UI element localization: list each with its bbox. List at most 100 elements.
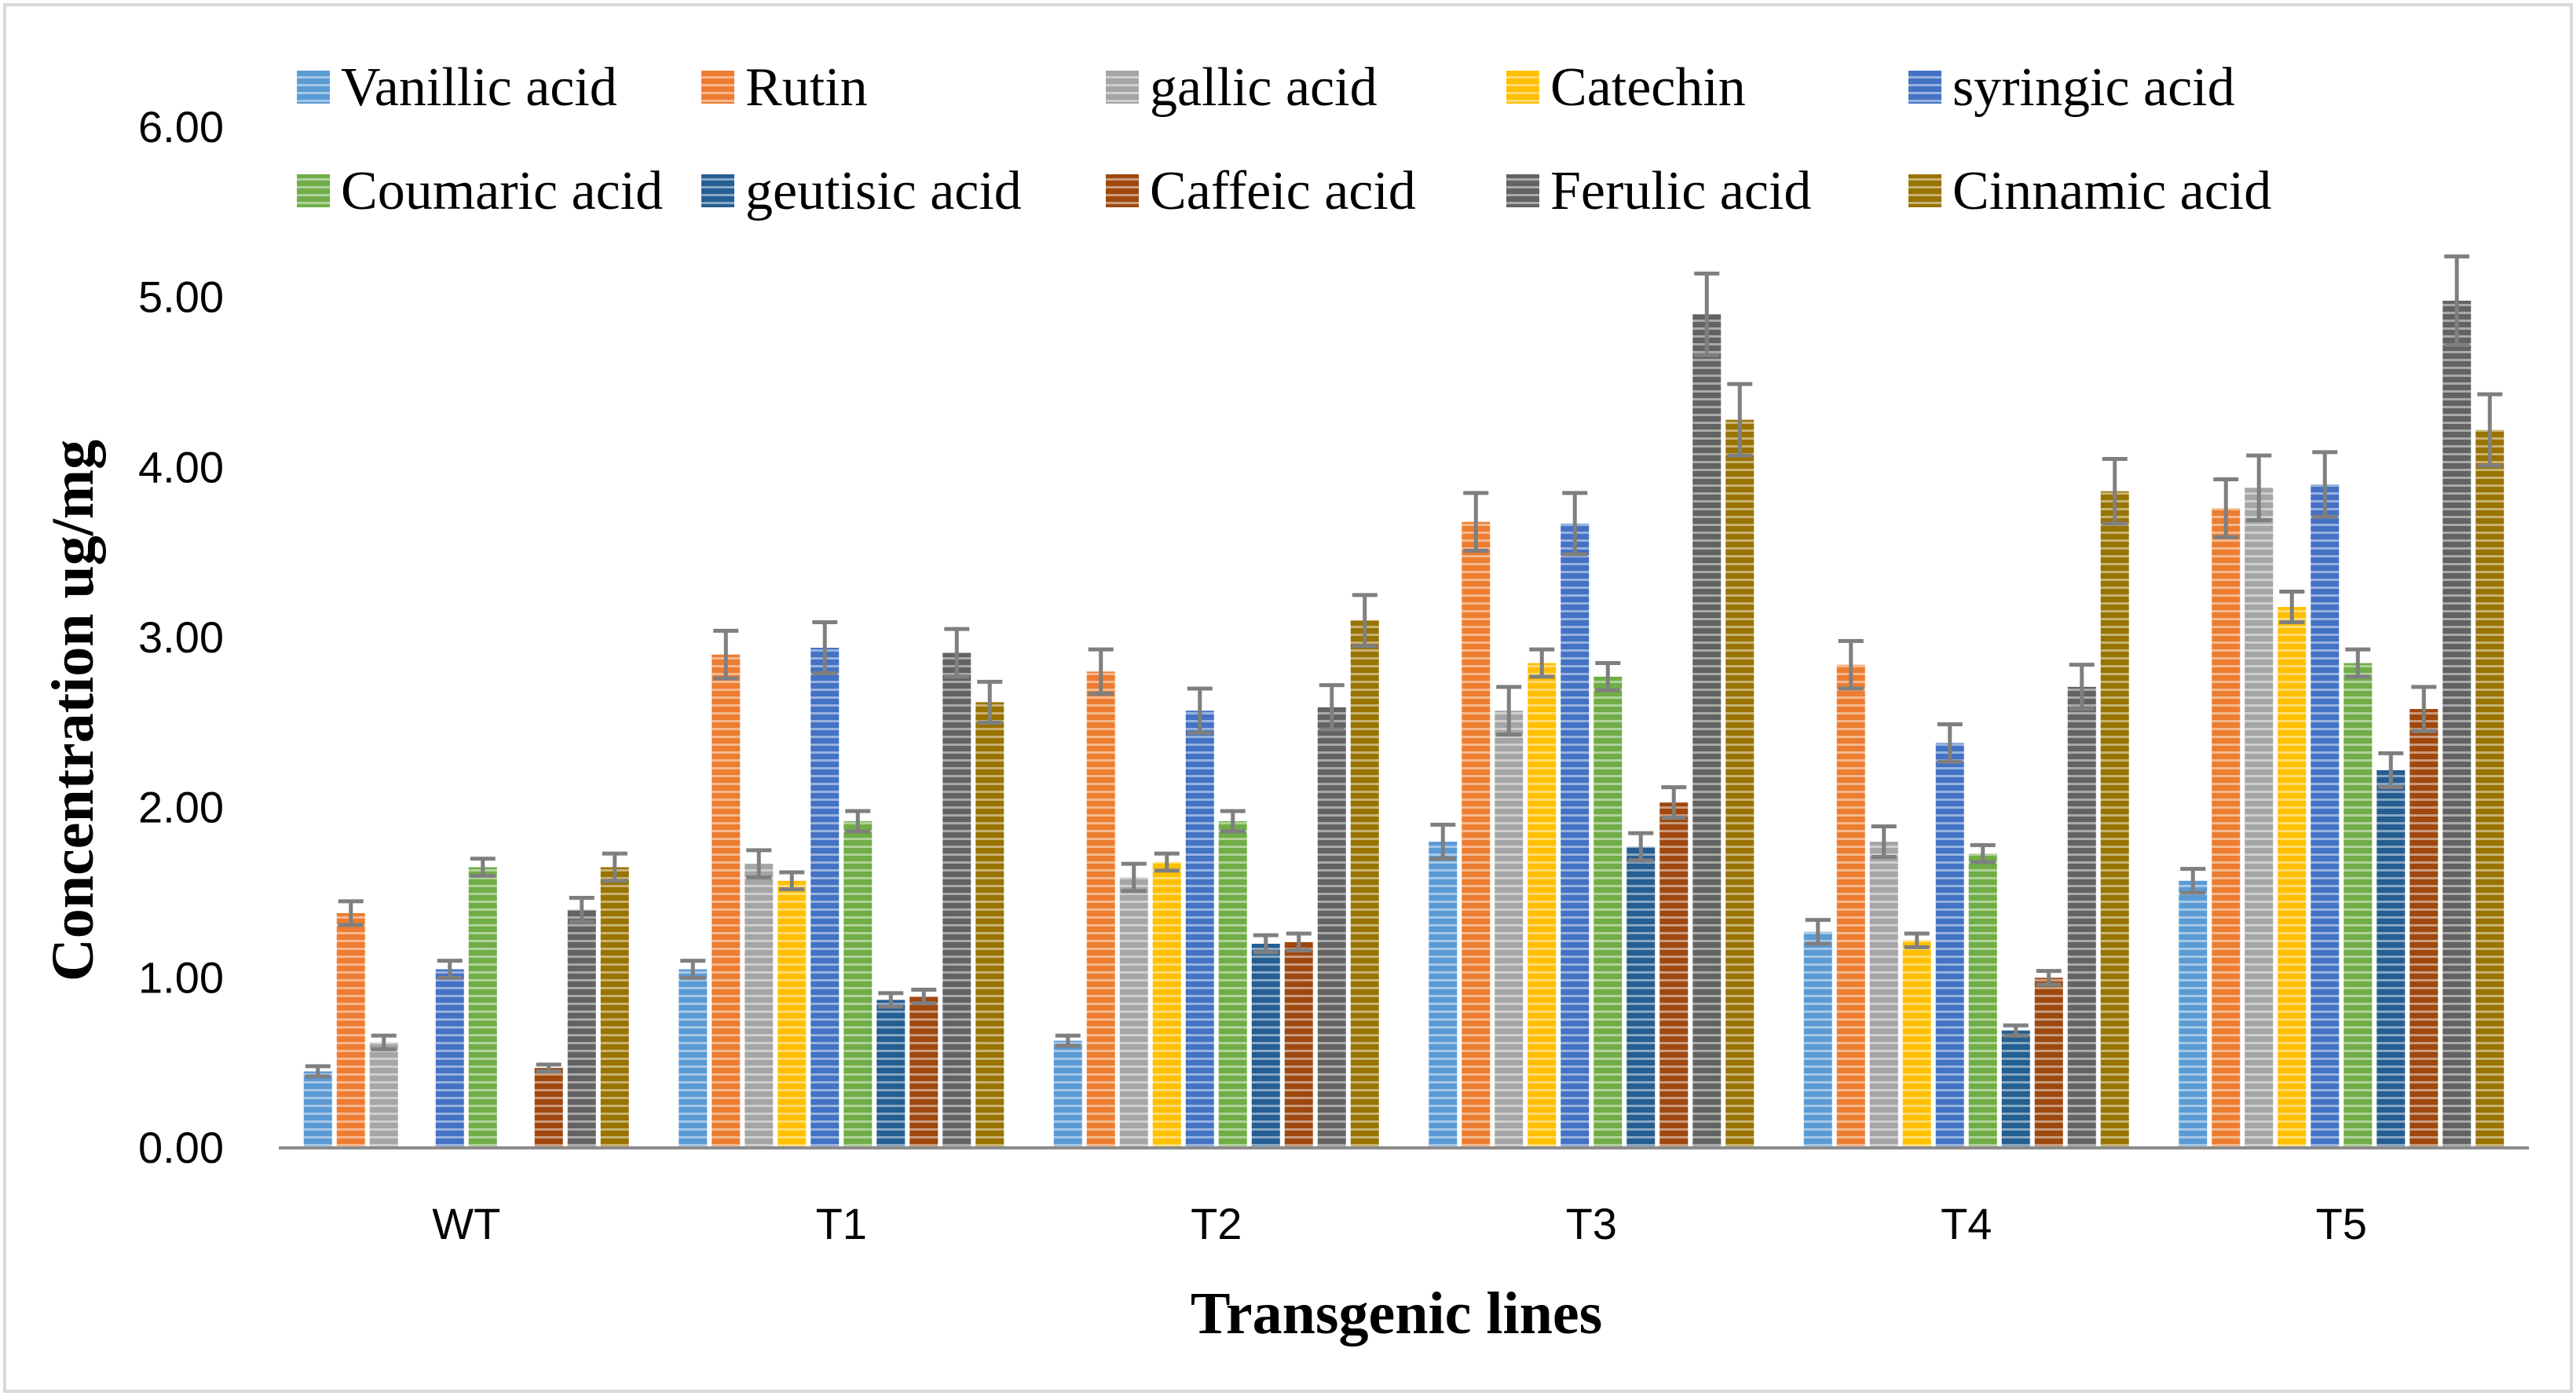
bar-wt-gallic-acid <box>369 1042 398 1148</box>
x-axis-title: Transgenic lines <box>1191 1281 1602 1347</box>
x-tick-label: T1 <box>816 1199 867 1248</box>
error-bar <box>1121 861 1147 894</box>
y-tick-label: 3.00 <box>138 612 224 662</box>
y-axis-title: Concentration ug/mg <box>40 440 106 981</box>
error-bar <box>1904 931 1930 949</box>
bar-t2-coumaric-acid <box>1218 821 1247 1148</box>
error-bar <box>1595 661 1621 693</box>
error-bar <box>305 1064 331 1079</box>
error-bar <box>1727 382 1753 458</box>
legend-item: gallic acid <box>1106 57 1378 118</box>
bar-t2-geutisic-acid <box>1251 944 1280 1148</box>
y-tick-label: 1.00 <box>138 952 224 1002</box>
legend-swatch <box>1908 174 1941 207</box>
bar-t1-syringic-acid <box>810 648 840 1148</box>
error-bar <box>2003 1023 2029 1038</box>
error-bar <box>2477 392 2503 468</box>
y-axis: 0.00 1.00 2.00 3.00 4.00 5.00 6.00 <box>138 102 224 1172</box>
error-bar <box>569 896 595 924</box>
error-bar <box>602 851 628 883</box>
legend-swatch <box>297 71 330 104</box>
error-bar <box>2279 590 2305 624</box>
legend-swatch <box>701 71 734 104</box>
legend-swatch <box>1106 174 1139 207</box>
legend-item: Rutin <box>701 57 868 118</box>
bar-t3-caffeic-acid <box>1659 802 1689 1148</box>
bar-t4-gallic-acid <box>1869 842 1898 1148</box>
error-bar <box>1154 851 1180 873</box>
bar-t3-coumaric-acid <box>1594 676 1623 1148</box>
legend-item: Ferulic acid <box>1506 161 1811 221</box>
error-bar <box>2102 457 2128 526</box>
bar-t3-ferulic-acid <box>1692 314 1722 1148</box>
bar-t1-rutin <box>712 654 741 1148</box>
legend-swatch <box>701 174 734 207</box>
legend-swatch <box>1908 71 1941 104</box>
legend-item: Vanillic acid <box>297 57 617 118</box>
error-bar <box>2444 254 2470 347</box>
error-bar <box>944 627 970 679</box>
bar-t5-rutin <box>2212 508 2241 1148</box>
bar-t2-ferulic-acid <box>1317 707 1346 1148</box>
error-bar <box>2312 450 2338 519</box>
error-bar <box>2411 685 2437 733</box>
bar-t4-syringic-acid <box>1935 743 1964 1148</box>
error-bar <box>812 620 838 675</box>
error-bar <box>1871 824 1897 859</box>
bar-wt-caffeic-acid <box>534 1068 563 1148</box>
error-bar <box>1352 593 1378 649</box>
x-tick-label: T4 <box>1941 1199 1992 1248</box>
bar-t1-cinnamic-acid <box>975 702 1004 1148</box>
bar-t5-coumaric-acid <box>2344 663 2373 1148</box>
error-bar <box>1187 686 1213 735</box>
y-tick-label: 0.00 <box>138 1123 224 1172</box>
bar-t5-cinnamic-acid <box>2475 429 2505 1148</box>
bar-t2-caffeic-acid <box>1284 941 1313 1148</box>
error-bar <box>680 959 706 980</box>
bar-t2-vanillic-acid <box>1053 1040 1082 1148</box>
legend-item: Caffeic acid <box>1106 161 1416 221</box>
error-bar <box>2180 867 2206 895</box>
bar-wt-vanillic-acid <box>303 1071 332 1148</box>
legend-label: geutisic acid <box>745 161 1022 221</box>
bar-t2-catechin <box>1152 862 1181 1148</box>
legend-label: syringic acid <box>1952 57 2235 118</box>
bar-t3-syringic-acid <box>1561 523 1590 1148</box>
bar-t3-gallic-acid <box>1495 711 1524 1148</box>
error-bar <box>911 988 937 1006</box>
error-bar <box>437 959 463 980</box>
legend-label: Vanillic acid <box>341 57 617 118</box>
error-bars <box>305 254 2503 1079</box>
error-bar <box>1220 809 1246 834</box>
legend-label: Catechin <box>1550 57 1746 118</box>
bar-t1-caffeic-acid <box>909 996 939 1148</box>
bar-t3-vanillic-acid <box>1429 842 1458 1148</box>
legend: Vanillic acid Rutin gallic acid Catechin syr… <box>297 57 2271 221</box>
y-tick-label: 2.00 <box>138 783 224 832</box>
x-tick-label: WT <box>432 1199 500 1248</box>
error-bar <box>1694 271 1720 357</box>
bar-wt-syringic-acid <box>435 969 464 1148</box>
x-category-labels: WT T1 T2 T3 T4 T5 <box>432 1199 2367 1248</box>
y-tick-label: 6.00 <box>138 102 224 152</box>
bar-t3-cinnamic-acid <box>1725 419 1755 1148</box>
bar-t2-gallic-acid <box>1119 877 1148 1148</box>
bar-wt-cinnamic-acid <box>600 867 629 1148</box>
bar-t5-caffeic-acid <box>2410 709 2439 1148</box>
error-bar <box>470 857 496 878</box>
bar-t2-cinnamic-acid <box>1350 620 1379 1148</box>
x-tick-label: T5 <box>2316 1199 2367 1248</box>
bar-t5-ferulic-acid <box>2442 301 2472 1148</box>
error-bar <box>1628 831 1654 863</box>
bar-t1-gallic-acid <box>745 864 774 1148</box>
error-bar <box>1430 822 1456 861</box>
y-tick-label: 4.00 <box>138 442 224 492</box>
error-bar <box>1529 647 1555 679</box>
legend-item: geutisic acid <box>701 161 1022 221</box>
bar-t1-ferulic-acid <box>942 652 971 1148</box>
error-bar <box>1055 1033 1081 1048</box>
x-tick-label: T2 <box>1191 1199 1242 1248</box>
error-bar <box>1661 785 1687 820</box>
legend-label: Coumaric acid <box>341 161 663 221</box>
error-bar <box>338 899 364 927</box>
